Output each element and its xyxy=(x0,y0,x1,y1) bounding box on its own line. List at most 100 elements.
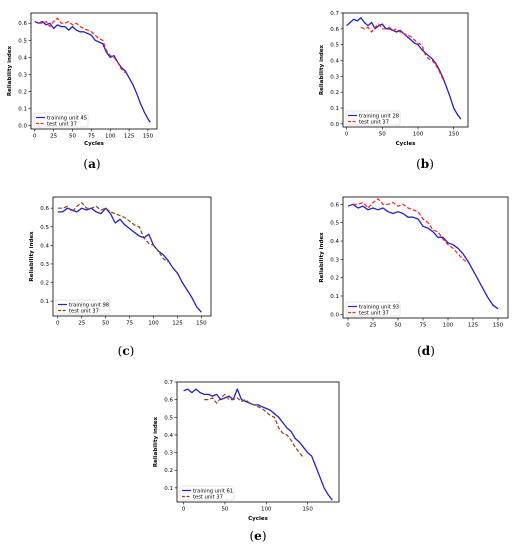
chart-panel-4: 0 50 100 150 0.1 0.2 0.3 0.4 0.5 0.6 0.7 Cycles Reli… xyxy=(153,380,340,543)
legend-entry: test unit 37 xyxy=(69,308,99,314)
x-tick-label: 100 xyxy=(261,507,272,513)
y-tick-label: 0.1 xyxy=(164,486,173,492)
legend-box xyxy=(345,110,401,126)
x-tick-label: 150 xyxy=(448,132,459,138)
x-tick-label: 150 xyxy=(143,134,154,140)
legend-entry: training unit 61 xyxy=(193,488,233,494)
x-tick-label: 25 xyxy=(370,323,377,329)
y-tick-label: 0.2 xyxy=(18,89,27,95)
y-tick-label: 0.2 xyxy=(164,468,173,474)
x-tick-label: 75 xyxy=(126,321,133,327)
x-tick-label: 125 xyxy=(124,134,135,140)
y-tick-label: 0.0 xyxy=(18,124,27,130)
x-tick-label: 100 xyxy=(413,132,424,138)
legend-entry: training unit 93 xyxy=(359,304,399,310)
legend-box xyxy=(345,301,401,317)
x-axis-label: Cycles xyxy=(84,141,104,147)
series-line-training xyxy=(346,17,462,120)
y-tick-label: 0.2 xyxy=(40,281,49,287)
y-tick-label: 0.6 xyxy=(330,27,339,33)
series-line-test xyxy=(57,202,169,263)
y-axis-label: Reliability index xyxy=(319,44,325,95)
series-line-test xyxy=(38,17,126,74)
y-tick-label: 0.4 xyxy=(330,239,339,245)
y-tick-label: 0.1 xyxy=(330,106,339,112)
y-tick-label: 0.1 xyxy=(330,294,339,300)
plot-frame xyxy=(342,12,469,128)
y-axis-label: Reliability index xyxy=(7,45,13,96)
legend-entry: training unit 98 xyxy=(69,302,109,308)
panel-caption: (a) xyxy=(83,157,100,171)
plot-frame xyxy=(342,196,509,319)
chart-panel-0: 0 25 50 75 100 125 150 0.0 0.1 0.2 0.3 0.4 0.5 0.6 Cyc… xyxy=(7,12,158,171)
legend-box xyxy=(55,299,111,315)
panel-caption: (b) xyxy=(416,157,434,171)
legend-entry: test unit 37 xyxy=(359,119,389,125)
x-axis-label: Cycles xyxy=(248,516,268,522)
x-tick-label: 0 xyxy=(33,134,37,140)
panel-caption: (c) xyxy=(118,344,135,358)
y-tick-label: 0.4 xyxy=(40,243,49,249)
x-tick-label: 50 xyxy=(379,132,386,138)
series-line-training xyxy=(57,207,202,313)
y-tick-label: 0.5 xyxy=(330,221,339,227)
x-tick-label: 100 xyxy=(105,134,116,140)
y-tick-label: 0.3 xyxy=(18,72,27,78)
series-line-test xyxy=(360,23,444,80)
x-tick-label: 125 xyxy=(468,323,479,329)
y-tick-label: 0.4 xyxy=(330,59,339,65)
x-tick-label: 50 xyxy=(221,507,228,513)
x-tick-label: 50 xyxy=(395,323,402,329)
x-tick-label: 0 xyxy=(182,507,186,513)
y-tick-label: 0.3 xyxy=(330,74,339,80)
y-tick-label: 0.5 xyxy=(164,415,173,421)
legend-box xyxy=(33,112,89,128)
y-tick-label: 0.4 xyxy=(18,55,27,61)
plot-frame xyxy=(30,12,158,130)
x-tick-label: 50 xyxy=(69,134,76,140)
x-tick-label: 100 xyxy=(443,323,454,329)
y-tick-label: 0.7 xyxy=(330,11,339,17)
y-tick-label: 0.6 xyxy=(164,398,173,404)
x-tick-label: 50 xyxy=(102,321,109,327)
x-tick-label: 150 xyxy=(493,323,504,329)
y-tick-label: 0.6 xyxy=(18,21,27,27)
y-tick-label: 0.2 xyxy=(330,276,339,282)
x-tick-label: 75 xyxy=(88,134,95,140)
y-tick-label: 0.3 xyxy=(164,451,173,457)
legend-box xyxy=(179,485,235,501)
series-line-test xyxy=(204,393,304,459)
x-tick-label: 25 xyxy=(78,321,85,327)
legend-entry: training unit 28 xyxy=(359,113,399,119)
x-tick-label: 0 xyxy=(345,132,349,138)
y-tick-label: 0.5 xyxy=(40,225,49,231)
plot-frame xyxy=(176,381,340,503)
panel-caption: (e) xyxy=(249,529,266,543)
x-tick-label: 0 xyxy=(56,321,60,327)
series-line-training xyxy=(347,203,499,310)
chart-panel-2: 0 25 50 75 100 125 150 0.1 0.2 0.3 0.4 0.5 0.6 Reliab… xyxy=(29,196,212,358)
legend-entry: test unit 37 xyxy=(47,121,77,127)
plot-frame xyxy=(52,196,212,317)
y-tick-label: 0.0 xyxy=(330,312,339,318)
series-line-training xyxy=(34,20,151,123)
y-axis-label: Reliability index xyxy=(29,231,35,282)
x-tick-label: 25 xyxy=(50,134,57,140)
x-tick-label: 75 xyxy=(420,323,427,329)
y-tick-label: 0.2 xyxy=(330,90,339,96)
y-tick-label: 0.1 xyxy=(40,299,49,305)
x-tick-label: 100 xyxy=(148,321,159,327)
legend-entry: training unit 45 xyxy=(47,115,87,121)
y-tick-label: 0.3 xyxy=(330,257,339,263)
y-axis-label: Reliability index xyxy=(319,232,325,283)
y-tick-label: 0.3 xyxy=(40,262,49,268)
x-tick-label: 0 xyxy=(346,323,350,329)
legend-entry: test unit 37 xyxy=(193,494,223,500)
chart-panel-1: 0 50 100 150 0.0 0.1 0.2 0.3 0.4 0.5 0.6 0.7 Cycles R… xyxy=(319,11,469,171)
x-axis-label: Cycles xyxy=(396,141,416,147)
y-tick-label: 0.7 xyxy=(164,380,173,386)
y-tick-label: 0.5 xyxy=(18,38,27,44)
panel-caption: (d) xyxy=(417,344,435,358)
legend-entry: test unit 37 xyxy=(359,310,389,316)
